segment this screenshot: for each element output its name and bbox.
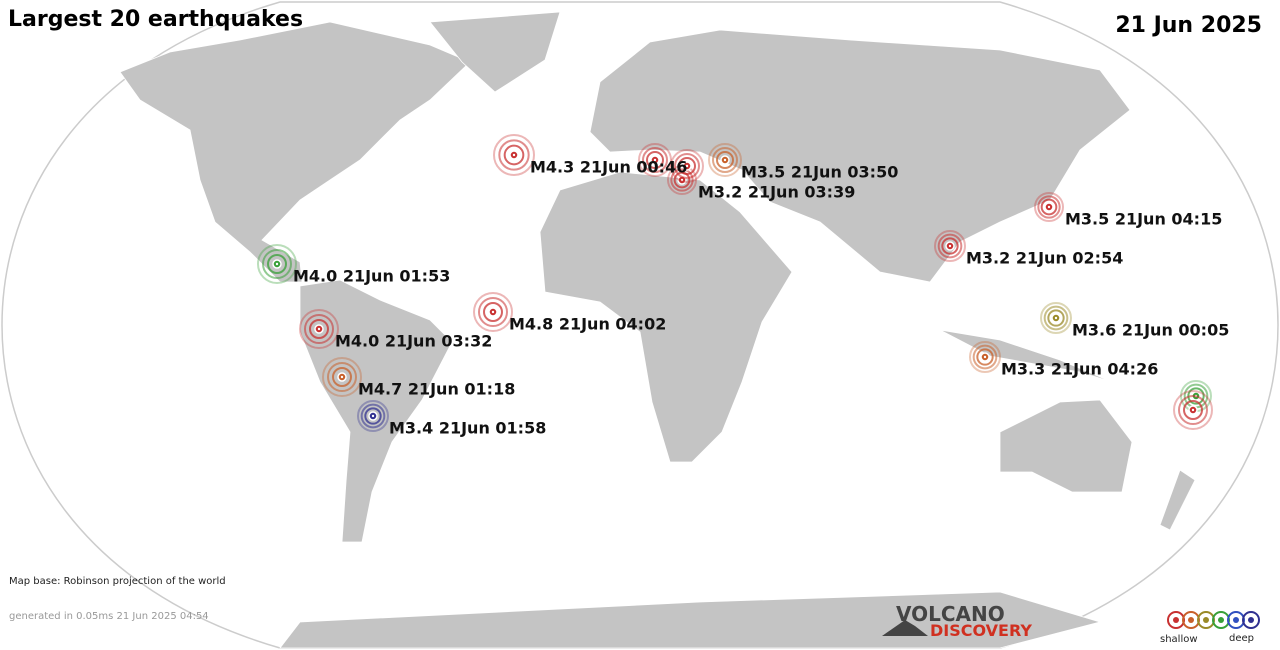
marker-ring xyxy=(969,341,1001,373)
continents xyxy=(119,11,1196,649)
marker-ring xyxy=(670,149,704,183)
legend-core xyxy=(1248,617,1254,623)
marker-dot xyxy=(723,158,727,162)
marker-ring xyxy=(309,319,329,339)
marker-ring xyxy=(716,151,734,169)
marker-ring xyxy=(1034,192,1064,222)
legend-core xyxy=(1203,617,1209,623)
marker-dot xyxy=(680,178,684,182)
marker-ring xyxy=(674,153,700,179)
marker-ring xyxy=(1178,395,1208,425)
quake-label: M4.0 21Jun 03:32 xyxy=(335,332,492,351)
quake-label: M4.7 21Jun 01:18 xyxy=(358,380,515,399)
marker-ring xyxy=(670,168,694,192)
quake-label: M3.4 21Jun 01:58 xyxy=(389,419,546,438)
indonesia xyxy=(939,329,1113,383)
generated: generated in 0.05ms 21 Jun 2025 04:54 xyxy=(9,611,209,622)
marker-ring xyxy=(937,233,963,259)
marker-ring xyxy=(1043,305,1069,331)
quake-label: M3.6 21Jun 00:05 xyxy=(1072,321,1229,340)
logo-line1: VOLCANO xyxy=(896,602,1005,626)
marker-ring xyxy=(304,314,334,344)
north-america xyxy=(119,21,471,283)
marker-dot xyxy=(371,414,375,418)
marker-ring xyxy=(322,357,362,397)
marker-ring xyxy=(934,230,966,262)
marker-ring xyxy=(498,139,530,171)
new-zealand xyxy=(1159,469,1196,531)
marker-ring xyxy=(493,134,535,176)
australia xyxy=(999,399,1133,493)
legend-core xyxy=(1188,617,1194,623)
marker-dot xyxy=(1047,205,1051,209)
marker-ring xyxy=(638,143,672,177)
marker-ring xyxy=(646,151,664,169)
marker-dot xyxy=(685,164,689,168)
marker-ring xyxy=(1173,390,1213,430)
marker-ring xyxy=(332,367,352,387)
marker-dot xyxy=(275,262,279,266)
marker-ring xyxy=(1183,400,1203,420)
legend-core xyxy=(1173,617,1179,623)
marker-ring xyxy=(972,344,998,370)
legend-deep: deep xyxy=(1229,633,1254,644)
legend-core xyxy=(1218,617,1224,623)
marker-dot xyxy=(983,355,987,359)
legend-ring xyxy=(1242,611,1260,629)
quake-label: M3.5 21Jun 04:15 xyxy=(1065,210,1222,229)
marker-ring xyxy=(503,144,525,166)
marker-ring xyxy=(667,165,697,195)
marker-dot xyxy=(1191,408,1195,412)
quake-label: M3.2 21Jun 03:39 xyxy=(698,183,855,202)
quake-label: M4.3 21Jun 00:46 xyxy=(530,158,687,177)
marker-ring xyxy=(712,147,738,173)
legend-shallow: shallow xyxy=(1160,634,1198,645)
marker-ring xyxy=(483,302,503,322)
marker-ring xyxy=(941,237,959,255)
quake-label: M4.8 21Jun 04:02 xyxy=(509,315,666,334)
marker-ring xyxy=(473,292,513,332)
marker-ring xyxy=(976,348,994,366)
marker-ring xyxy=(708,143,742,177)
marker-ring xyxy=(364,407,382,425)
marker-dot xyxy=(1054,316,1058,320)
date: 21 Jun 2025 xyxy=(1115,13,1262,38)
south-america xyxy=(299,279,453,543)
marker-dot xyxy=(653,158,657,162)
logo-line2: DISCOVERY xyxy=(930,621,1032,640)
marker-ring xyxy=(327,362,357,392)
marker-ring xyxy=(1047,309,1065,327)
marker-ring xyxy=(1040,198,1058,216)
logo-mountain xyxy=(882,620,928,636)
marker-ring xyxy=(299,309,339,349)
marker-ring xyxy=(1040,302,1072,334)
title: Largest 20 earthquakes xyxy=(8,7,303,32)
marker-ring xyxy=(1037,195,1061,219)
marker-ring xyxy=(257,244,297,284)
quake-label: M3.2 21Jun 02:54 xyxy=(966,249,1123,268)
marker-ring xyxy=(678,157,696,175)
quake-label: M4.0 21Jun 01:53 xyxy=(293,267,450,286)
map-base: Map base: Robinson projection of the wor… xyxy=(9,576,226,587)
marker-ring xyxy=(262,249,292,279)
marker-ring xyxy=(642,147,668,173)
marker-dot xyxy=(491,310,495,314)
greenland xyxy=(429,11,561,93)
quake-label: M3.3 21Jun 04:26 xyxy=(1001,360,1158,379)
legend xyxy=(1167,611,1260,629)
marker-ring xyxy=(360,403,386,429)
africa xyxy=(539,171,793,463)
legend-core xyxy=(1233,617,1239,623)
marker-dot xyxy=(317,327,321,331)
marker-dot xyxy=(340,375,344,379)
marker-dot xyxy=(512,153,516,157)
marker-dot xyxy=(948,244,952,248)
marker-ring xyxy=(478,297,508,327)
quake-label: M3.5 21Jun 03:50 xyxy=(741,163,898,182)
marker-ring xyxy=(267,254,287,274)
marker-ring xyxy=(357,400,389,432)
